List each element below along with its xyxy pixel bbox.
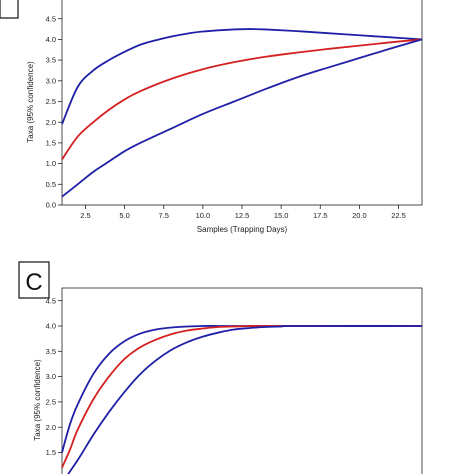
y-tick-label: 2.0 [46,423,56,432]
y-tick-label: 4.5 [46,14,56,23]
y-tick-label: 1.0 [46,159,56,168]
y-axis-title: Taxa (95% confidence) [26,61,35,143]
x-tick-label: 20.0 [352,211,367,220]
x-tick-label: 22.5 [391,211,406,220]
series-line-lower [61,38,423,198]
series-line-mean [61,325,422,469]
x-tick-label: 15.0 [274,211,289,220]
y-tick-label: 3.0 [46,372,56,381]
y-tick-label: 4.0 [46,322,56,331]
panel-letter-box [18,261,50,299]
y-tick-label: 4.5 [46,296,56,305]
y-tick-label: 1.5 [46,139,56,148]
tick-layer: 1.5 2.0 2.5 3.0 3.5 4.0 4.5 [46,296,62,457]
y-tick-label: 2.0 [46,118,56,127]
x-tick-label: 17.5 [313,211,328,220]
y-axis-title: Taxa (95% confidence) [33,359,42,441]
y-tick-label: 1.5 [46,448,56,457]
series-layer [61,28,423,198]
y-tick-label: 0.5 [46,180,56,189]
chart-panel-bottom: C 1.5 2.0 2.5 3.0 3.5 4.0 4.5 Taxa (95% confid… [18,261,423,474]
y-tick-label: 3.0 [46,76,56,85]
x-tick-label: 7.5 [159,211,169,220]
y-tick-label: 4.0 [46,35,56,44]
panel-letter: C [25,269,42,296]
x-tick-label: 2.5 [80,211,90,220]
series-line-upper [61,28,423,125]
x-tick-label: 12.5 [235,211,250,220]
plot-area [61,287,423,474]
series-line-mean [61,38,423,160]
series-layer [61,325,423,474]
x-tick-label: 5.0 [119,211,129,220]
y-tick-label: 3.5 [46,347,56,356]
x-tick-label: 10.0 [196,211,211,220]
series-line-lower [67,325,423,474]
chart-panel-top: 0.0 0.5 1.0 1.5 2.0 2.5 3.0 3.5 4.0 4.5 2.5 5.0 7.5 1… [0,0,423,234]
y-tick-label: 2.5 [46,398,56,407]
panel-letter-box [0,0,19,19]
x-axis-title: Samples (Trapping Days) [197,225,288,234]
y-tick-label: 0.0 [46,201,56,210]
plot-area [61,0,423,206]
tick-layer: 0.0 0.5 1.0 1.5 2.0 2.5 3.0 3.5 4.0 4.5 2.5 5.0 7.5 1… [46,14,406,220]
y-tick-label: 2.5 [46,97,56,106]
y-tick-label: 3.5 [46,56,56,65]
